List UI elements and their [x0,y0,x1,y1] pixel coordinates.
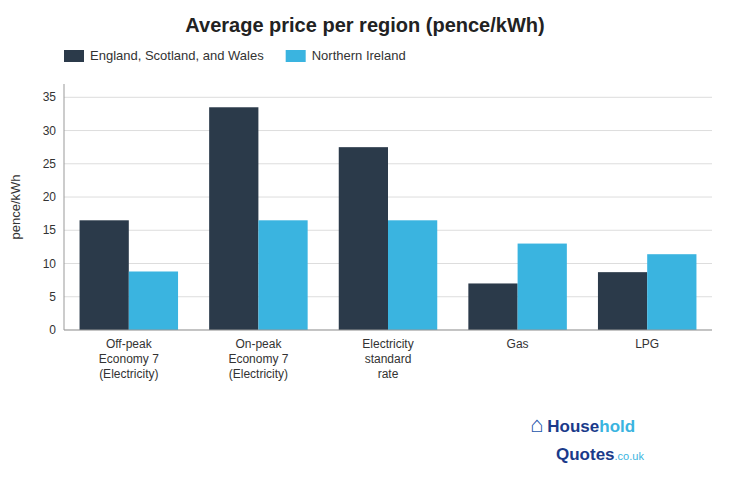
x-axis: Off-peakEconomy 7(Electricity)On-peakEco… [99,337,659,381]
x-tick-label: Gas [507,337,529,351]
bar [468,283,517,330]
x-tick-label-line: standard [365,352,412,366]
x-tick-label-line: (Electricity) [229,367,288,381]
x-tick-label: On-peakEconomy 7(Electricity) [228,337,288,381]
chart-container: Average price per region (pence/kWh) Engl… [0,0,730,487]
y-axis-label: pence/kWh [8,174,23,239]
x-axis-line [64,330,712,331]
bar [388,220,437,330]
y-tick-label: 15 [43,223,57,237]
legend-swatch [286,50,306,62]
y-axis-line [64,84,65,330]
annotation-text: Quotes [556,445,615,464]
bar [598,272,647,330]
y-tick-label: 5 [49,290,56,304]
bar [647,254,696,330]
grid-line [64,330,712,331]
x-tick-label-line: Gas [507,337,529,351]
annotation-text: .co.uk [615,450,645,462]
legend: England, Scotland, and Wales Northern Ire… [64,48,406,63]
chart-svg: Average price per region (pence/kWh) Engl… [0,0,730,487]
annotation-text: House [547,417,599,436]
y-tick-label: 20 [43,190,57,204]
bars [80,107,697,330]
y-tick-label: 10 [43,257,57,271]
annotations: ⌂Household Quotes.co.uk [530,412,644,464]
x-tick-label-line: On-peak [235,337,282,351]
grid-line [64,130,712,131]
x-tick-label-line: LPG [635,337,659,351]
y-tick-label: 0 [49,323,56,337]
annotation: Quotes.co.uk [556,445,644,464]
bar [339,147,388,330]
grid-line [64,97,712,98]
x-tick-label-line: Electricity [362,337,413,351]
title: Average price per region (pence/kWh) [185,14,544,36]
annotation-text: ⌂ [530,412,543,437]
y-tick-label: 25 [43,157,57,171]
x-tick-label: LPG [635,337,659,351]
y-tick-label: 35 [43,90,57,104]
x-tick-label-line: Economy 7 [228,352,288,366]
bar [518,244,567,330]
y-axis: 0 5 10 15 20 25 30 35 [43,84,712,337]
legend-label: Northern Ireland [312,48,406,63]
bar [80,220,129,330]
x-tick-label: Off-peakEconomy 7(Electricity) [99,337,159,381]
x-tick-label-line: rate [378,367,399,381]
x-tick-label-line: (Electricity) [99,367,158,381]
bar [209,107,258,330]
annotation: ⌂Household [530,412,635,437]
bar [258,220,307,330]
x-tick-label: Electricitystandardrate [362,337,413,381]
x-tick-label-line: Economy 7 [99,352,159,366]
annotation-text: hold [599,417,635,436]
bar [129,271,178,330]
y-tick-label: 30 [43,124,57,138]
legend-label: England, Scotland, and Wales [90,48,264,63]
x-tick-label-line: Off-peak [106,337,153,351]
legend-swatch [64,50,84,62]
